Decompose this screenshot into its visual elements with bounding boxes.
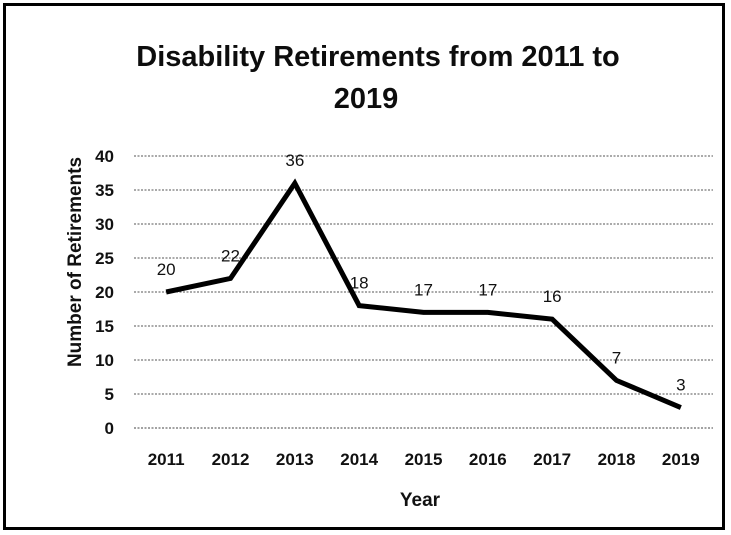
y-tick-label: 20: [95, 283, 114, 302]
y-tick-label: 15: [95, 317, 114, 336]
gridlines: [134, 155, 713, 429]
y-tick-label: 10: [95, 351, 114, 370]
x-axis-ticks: 2011 2012 2013 2014 2015 2016 2017 2018 2019: [148, 450, 700, 469]
line-chart: Disability Retirements from 2011 to 2019…: [65, 41, 713, 511]
data-label: 22: [221, 246, 240, 265]
data-label: 36: [285, 151, 304, 170]
y-tick-label: 5: [105, 385, 114, 404]
x-tick-label: 2018: [598, 450, 636, 469]
chart-title-line-2: 2019: [334, 83, 399, 115]
y-tick-label: 35: [95, 181, 114, 200]
y-tick-label: 25: [95, 249, 114, 268]
data-labels: 20 22 36 18 17 17 16 7 3: [157, 151, 686, 394]
data-label: 7: [612, 348, 621, 367]
chart-title-line-1: Disability Retirements from 2011 to: [136, 41, 620, 73]
x-tick-label: 2016: [469, 450, 507, 469]
chart-frame: Disability Retirements from 2011 to 2019…: [3, 3, 725, 530]
data-label: 16: [543, 287, 562, 306]
x-tick-label: 2012: [212, 450, 250, 469]
x-axis-title: Year: [400, 490, 441, 511]
data-label: 17: [478, 280, 497, 299]
x-tick-label: 2011: [148, 450, 185, 469]
y-tick-label: 40: [95, 147, 114, 166]
data-label: 20: [157, 260, 176, 279]
x-tick-label: 2017: [533, 450, 571, 469]
data-label: 3: [676, 376, 685, 395]
x-tick-label: 2014: [340, 450, 378, 469]
y-tick-label: 30: [95, 215, 114, 234]
y-axis-title: Number of Retirements: [65, 157, 86, 367]
x-tick-label: 2013: [276, 450, 314, 469]
y-axis-ticks: 0 5 10 15 20 25 30 35 40: [95, 147, 114, 438]
series-line: [165, 178, 682, 410]
x-tick-label: 2015: [405, 450, 443, 469]
y-tick-label: 0: [105, 419, 114, 438]
data-label: 18: [350, 274, 369, 293]
data-label: 17: [414, 280, 433, 299]
x-tick-label: 2019: [662, 450, 700, 469]
series-layer: [165, 178, 682, 410]
